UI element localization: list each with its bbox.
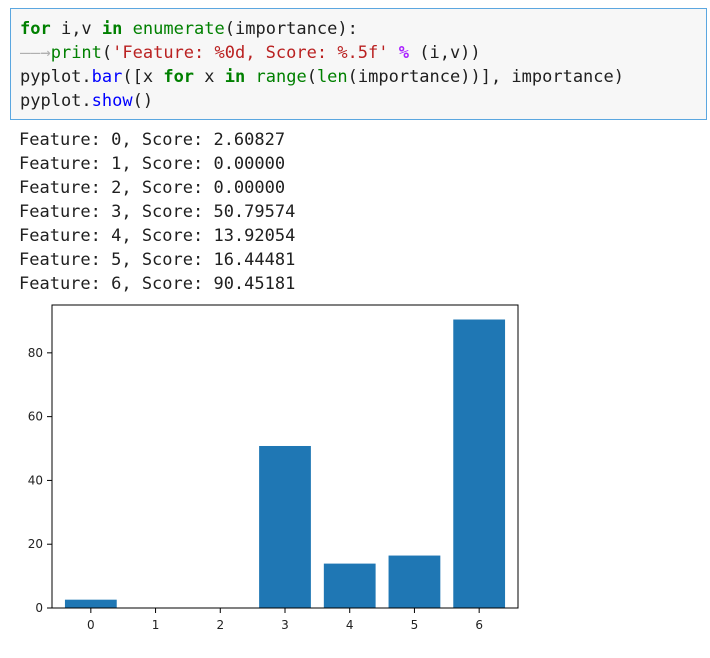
code-line-2: ——→print('Feature: %0d, Score: %.5f' % (… xyxy=(20,41,481,65)
output-line: Feature: 1, Score: 0.00000 xyxy=(19,154,286,174)
y-tick-label: 0 xyxy=(35,601,43,615)
bar-chart: 0 20 40 60 80 0 1 2 3 4 5 6 xyxy=(28,304,519,632)
x-tick-label: 1 xyxy=(152,618,160,632)
tab-arrow-icon: ——→ xyxy=(20,43,51,63)
output-line: Feature: 0, Score: 2.60827 xyxy=(19,130,286,150)
loop-vars: i,v xyxy=(50,19,102,39)
output-line: Feature: 5, Score: 16.44481 xyxy=(19,250,296,270)
builtin-print: print xyxy=(50,43,102,63)
keyword-for: for xyxy=(20,19,51,39)
output-line: Feature: 6, Score: 90.45181 xyxy=(19,274,296,294)
x-tick-label: 6 xyxy=(475,618,483,632)
paren: ( xyxy=(306,67,317,87)
code-cell[interactable]: for i,v in enumerate(importance): ——→pri… xyxy=(10,8,707,120)
bar xyxy=(388,555,441,608)
y-tick-label: 20 xyxy=(28,537,43,551)
x-tick-label: 5 xyxy=(411,618,419,632)
method-bar: bar xyxy=(91,67,123,87)
space xyxy=(122,19,132,39)
paren: ( xyxy=(101,43,113,63)
bar xyxy=(453,319,506,608)
output-line: Feature: 2, Score: 0.00000 xyxy=(19,178,286,198)
code-line-4: pyplot.show() xyxy=(20,89,153,113)
builtin-enumerate: enumerate xyxy=(132,19,225,39)
output-line: Feature: 4, Score: 13.92054 xyxy=(19,226,296,246)
builtin-len: len xyxy=(316,67,348,87)
format-string: 'Feature: %0d, Score: %.5f' xyxy=(112,43,389,63)
keyword-in: in xyxy=(224,67,246,87)
call-args: (i,v)) xyxy=(409,43,481,63)
code-text: x xyxy=(194,67,225,87)
code-line-1: for i,v in enumerate(importance): xyxy=(20,17,358,41)
space xyxy=(389,43,399,63)
x-tick-label: 4 xyxy=(346,618,354,632)
y-tick-label: 40 xyxy=(28,473,43,487)
operator-percent: % xyxy=(398,43,409,63)
bar xyxy=(64,599,117,608)
call-args: (importance): xyxy=(224,19,358,39)
bar xyxy=(323,563,376,608)
module-name: pyplot. xyxy=(20,91,92,111)
keyword-in: in xyxy=(101,19,123,39)
y-tick-label: 80 xyxy=(28,346,43,360)
builtin-range: range xyxy=(255,67,307,87)
y-tick-label: 60 xyxy=(28,410,43,424)
bar xyxy=(259,445,311,608)
code-line-3: pyplot.bar([x for x in range(len(importa… xyxy=(20,65,624,89)
x-tick-label: 3 xyxy=(281,618,289,632)
space xyxy=(245,67,255,87)
cell-output: Feature: 0, Score: 2.60827 Feature: 1, S… xyxy=(19,128,295,296)
x-tick-label: 0 xyxy=(87,618,95,632)
code-text: () xyxy=(132,91,154,111)
code-text: (importance))], importance) xyxy=(347,67,624,87)
method-show: show xyxy=(91,91,133,111)
code-text: ([x xyxy=(122,67,164,87)
x-tick-label: 2 xyxy=(216,618,224,632)
keyword-for: for xyxy=(163,67,195,87)
module-name: pyplot. xyxy=(20,67,92,87)
output-line: Feature: 3, Score: 50.79574 xyxy=(19,202,296,222)
